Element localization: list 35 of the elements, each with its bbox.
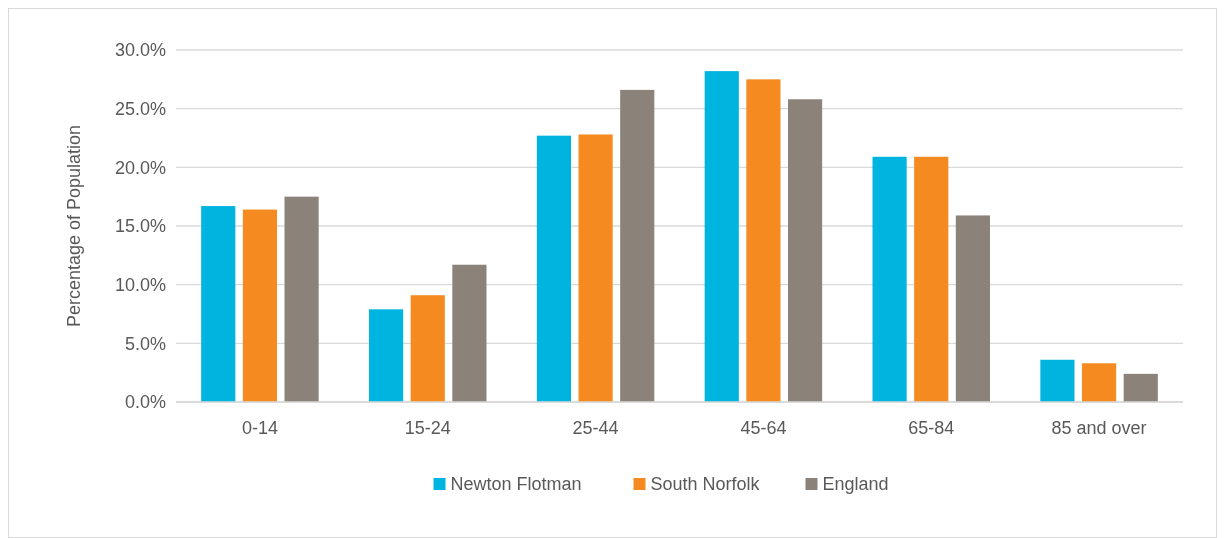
bar bbox=[955, 215, 990, 402]
x-tick-label: 65-84 bbox=[908, 418, 955, 438]
bar bbox=[201, 206, 236, 402]
y-axis-title: Percentage of Population bbox=[64, 124, 84, 328]
bar bbox=[369, 309, 404, 402]
legend-label: England bbox=[822, 474, 889, 495]
bar bbox=[788, 99, 823, 402]
bar bbox=[284, 196, 319, 402]
y-tick-label: 25.0% bbox=[114, 98, 166, 119]
y-tick-label: 30.0% bbox=[114, 40, 166, 61]
legend-label: Newton Flotman bbox=[450, 474, 582, 495]
x-tick-label: 0-14 bbox=[241, 418, 278, 438]
x-tick-label: 45-64 bbox=[740, 418, 787, 438]
y-tick-label: 20.0% bbox=[114, 157, 166, 178]
bar bbox=[242, 209, 277, 402]
bar bbox=[620, 89, 655, 402]
bar bbox=[410, 295, 445, 402]
legend-label: South Norfolk bbox=[650, 474, 761, 495]
y-tick-label: 5.0% bbox=[124, 333, 166, 354]
bar bbox=[1040, 359, 1075, 402]
bar bbox=[872, 156, 907, 402]
x-tick-label: 25-44 bbox=[572, 418, 619, 438]
bar bbox=[1123, 373, 1158, 402]
bar bbox=[1082, 363, 1117, 402]
bar bbox=[536, 135, 571, 402]
bar bbox=[452, 264, 487, 402]
y-tick-label: 15.0% bbox=[114, 216, 166, 237]
x-tick-label: 15-24 bbox=[404, 418, 451, 438]
bar bbox=[914, 156, 949, 402]
bar bbox=[746, 79, 781, 402]
bar bbox=[704, 71, 739, 402]
y-tick-label: 0.0% bbox=[124, 392, 166, 413]
y-tick-label: 10.0% bbox=[114, 274, 166, 295]
x-tick-label: 85 and over bbox=[1051, 418, 1147, 438]
bar bbox=[578, 134, 613, 402]
